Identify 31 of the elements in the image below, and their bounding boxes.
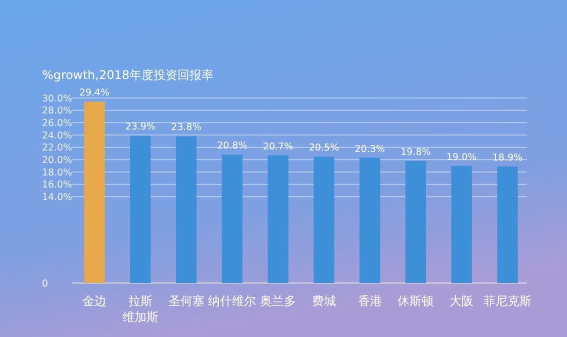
x-tick-label: 纳什维尔 — [208, 294, 256, 308]
data-label: 23.8% — [171, 122, 202, 134]
x-tick-label: 费城 — [312, 294, 336, 308]
data-label: 23.9% — [125, 122, 156, 133]
data-label: 29.4% — [79, 88, 110, 99]
y-tick-label: 28.0% — [42, 106, 72, 117]
x-tick-label: 大阪 — [450, 294, 474, 308]
y-tick-label: 20.0% — [42, 154, 72, 166]
data-label: 20.3% — [354, 144, 385, 155]
y-tick-label: 14.0% — [42, 192, 72, 203]
y-tick-label: 0 — [42, 278, 48, 290]
y-tick-label: 24.0% — [42, 130, 72, 142]
x-tick-label: 奥兰多 — [260, 294, 296, 308]
data-label: 20.5% — [308, 142, 340, 154]
data-label: 20.7% — [262, 141, 294, 152]
y-tick-label: 18.0% — [42, 167, 72, 178]
chart-title: %growth,2018年度投资回报率 — [42, 68, 214, 82]
x-tick-label: 圣何塞 — [168, 294, 204, 308]
x-tick-label: 菲尼克斯 — [483, 294, 532, 308]
data-label: 20.8% — [217, 140, 248, 152]
x-tick-label: 拉斯维加斯 — [122, 294, 158, 324]
y-tick-label: 26.0% — [42, 118, 72, 129]
data-label: 19.8% — [400, 146, 431, 158]
x-tick-label: 休斯顿 — [398, 294, 434, 308]
y-tick-label: 22.0% — [42, 142, 72, 154]
y-tick-label: 16.0% — [42, 180, 72, 191]
x-tick-label: 香港 — [358, 294, 382, 308]
data-label: 18.9% — [492, 152, 523, 164]
x-tick-label: 金边 — [82, 294, 107, 308]
data-label: 19.0% — [446, 152, 477, 163]
y-tick-label: 30.0% — [42, 93, 72, 104]
